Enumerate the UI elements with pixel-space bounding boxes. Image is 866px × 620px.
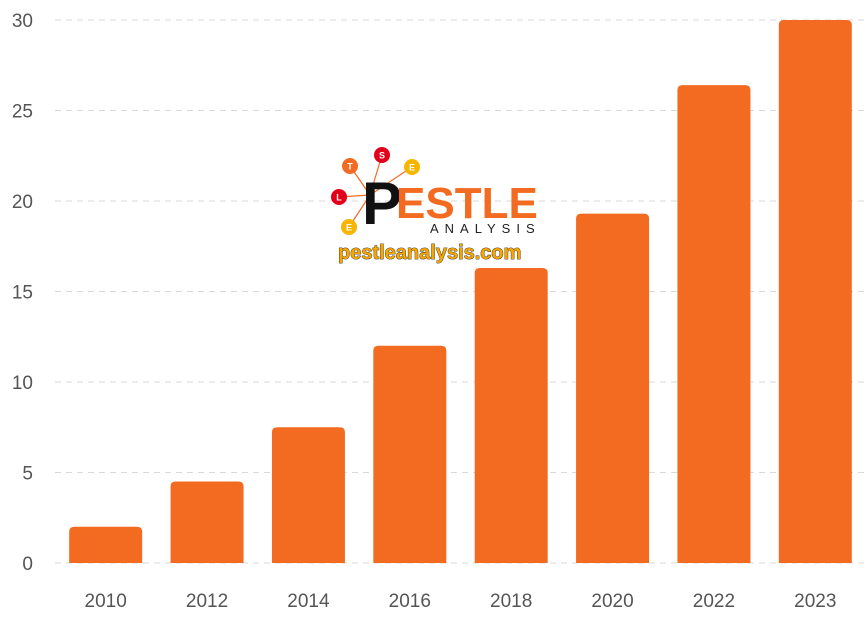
x-axis-ticks: 2010 2012 2014 2016 2018 2020 2022 2023 [85,591,837,612]
logo-node-l: L [331,189,347,205]
bar-2016 [373,345,447,563]
bars [69,20,852,564]
logo-subtitle: ANALYSIS [430,221,541,236]
y-tick-label: 5 [22,464,33,485]
x-tick-label: 2020 [591,591,633,612]
logo-node-e-top: E [404,159,420,175]
bar-2023 [778,20,852,563]
bar-2022 [677,85,751,563]
x-tick-label: 2010 [85,591,127,612]
bar-2010 [69,526,143,563]
x-tick-label: 2012 [186,591,228,612]
pestle-analysis-watermark: T S E L E P ESTLE ANALYSIS pestleanalysi… [331,147,541,264]
x-tick-label: 2014 [287,591,330,612]
svg-text:E: E [346,223,352,233]
x-tick-label: 2016 [389,591,431,612]
svg-text:E: E [409,163,415,173]
x-tick-label: 2023 [794,591,836,612]
logo-node-t: T [342,158,358,174]
y-axis-ticks: 0 5 10 15 20 25 30 [12,11,33,575]
svg-text:S: S [379,151,385,161]
y-tick-label: 25 [12,102,33,123]
bar-2020 [576,213,650,564]
x-tick-label: 2022 [693,591,735,612]
y-tick-label: 0 [22,554,33,575]
logo-word: ESTLE [396,179,538,228]
svg-text:T: T [347,162,353,172]
y-tick-label: 20 [12,192,33,213]
x-tick-label: 2018 [490,591,532,612]
logo-url: pestleanalysis.com [338,242,521,264]
bar-2012 [170,481,244,563]
bar-2018 [474,267,548,563]
y-tick-label: 15 [12,283,33,304]
logo-node-s: S [374,147,390,163]
svg-text:L: L [336,193,342,203]
logo-initial: P [362,170,402,237]
y-tick-label: 10 [12,373,33,394]
y-tick-label: 30 [12,11,33,32]
bar-2014 [271,427,345,563]
logo-node-e-bottom: E [341,219,357,235]
